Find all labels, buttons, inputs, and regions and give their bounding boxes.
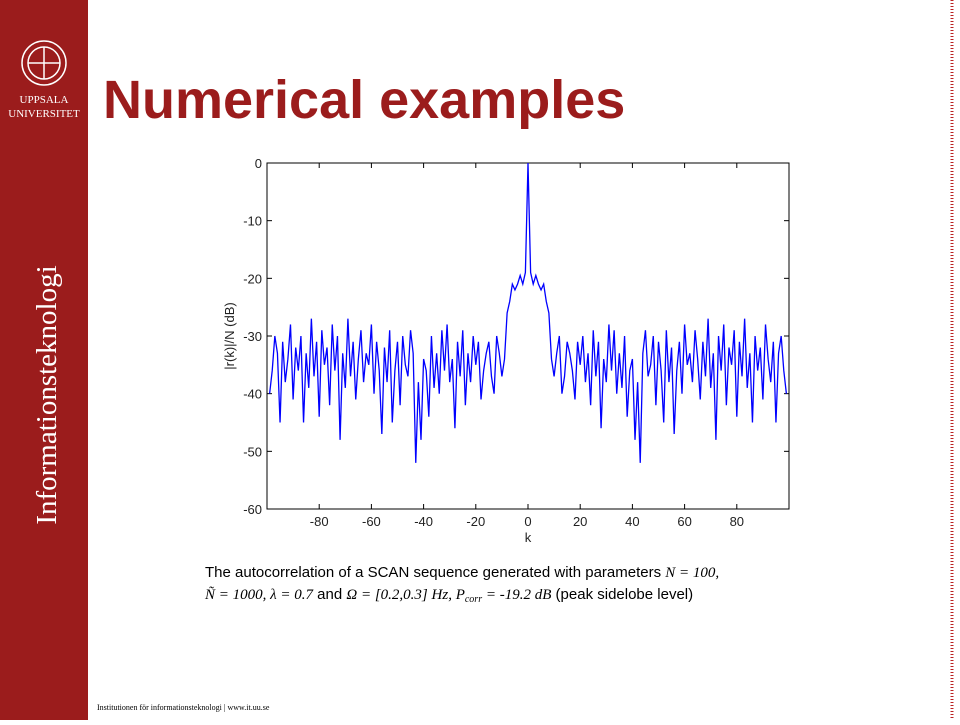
caption-subscript: corr [465, 594, 482, 605]
x-tick-label: 20 [573, 514, 587, 529]
caption-text: (peak sidelobe level) [551, 586, 693, 603]
caption-math: = -19.2 dB [482, 587, 551, 603]
sidebar-label: Informationsteknologi [31, 265, 63, 524]
caption-text: and [313, 586, 346, 603]
x-tick-label: 0 [524, 514, 531, 529]
x-tick-label: -80 [310, 514, 329, 529]
y-tick-label: -30 [243, 329, 262, 344]
plot-area [266, 162, 790, 510]
sidebar [0, 0, 88, 720]
caption-math: N = 100, [664, 565, 719, 581]
caption: Ñ = 1000, λ = 0.7 and Ω = [0.2,0.3] Hz, … [204, 586, 693, 605]
x-tick-label: -60 [362, 514, 381, 529]
logo-text: UNIVERSITET [8, 108, 80, 120]
y-tick-label: -60 [243, 502, 262, 517]
x-tick-label: 80 [730, 514, 744, 529]
chart: 0 -10 -20 -30 -40 -50 -60 -80 -60 -40 -20 0 20 40 60 80… [222, 156, 790, 545]
y-tick-label: -20 [243, 271, 262, 286]
y-tick-label: -10 [243, 214, 262, 229]
x-tick-label: -20 [466, 514, 485, 529]
caption-math: Ñ = 1000, λ = 0.7 [204, 586, 314, 603]
y-tick-label: -40 [243, 387, 262, 402]
logo-text: UPPSALA [20, 94, 69, 106]
slide-title: Numerical examples [103, 70, 625, 130]
x-tick-label: -40 [414, 514, 433, 529]
y-tick-label: 0 [255, 156, 262, 171]
x-tick-label: 40 [625, 514, 639, 529]
x-axis-label: k [525, 530, 532, 545]
caption-math: Ω = [0.2,0.3] Hz, P [346, 587, 464, 603]
data-line [268, 162, 788, 463]
y-tick-label: -50 [243, 444, 262, 459]
caption-text: The autocorrelation of a SCAN sequence g… [205, 564, 665, 581]
y-axis-label: |r(k)|/N (dB) [222, 302, 237, 369]
logo [21, 40, 67, 86]
caption: The autocorrelation of a SCAN sequence g… [205, 564, 719, 581]
x-tick-label: 60 [677, 514, 691, 529]
footer: Institutionen för informationsteknologi … [97, 703, 270, 712]
